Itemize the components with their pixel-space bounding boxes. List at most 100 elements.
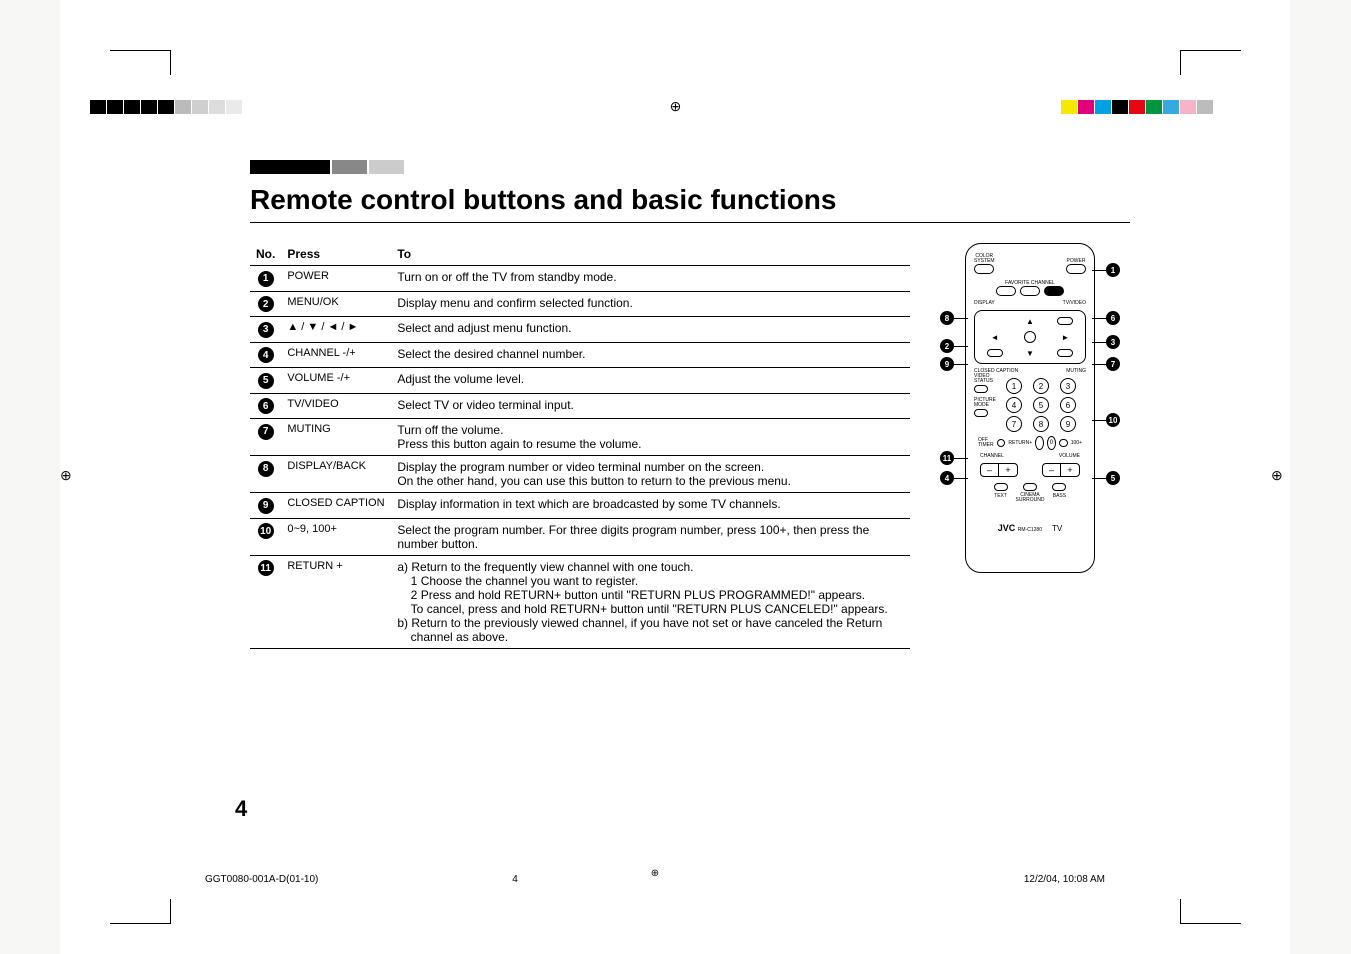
footer: GGT0080-001A-D(01-10) 4 ⊕ 12/2/04, 10:08… bbox=[205, 870, 1105, 885]
keypad-2: 2 bbox=[1033, 378, 1049, 394]
label-channel: CHANNEL bbox=[980, 453, 1004, 459]
table-row: 100~9, 100+Select the program number. Fo… bbox=[250, 518, 910, 555]
label-bass: BASS bbox=[1052, 493, 1066, 499]
to-cell: Turn on or off the TV from standby mode. bbox=[391, 266, 910, 292]
to-cell: Display information in text which are br… bbox=[391, 493, 910, 519]
rocker-channel: –+ bbox=[980, 463, 1018, 477]
callout-2: 2 bbox=[940, 339, 968, 353]
label-muting: MUTING bbox=[1066, 368, 1086, 374]
to-cell: Display menu and confirm selected functi… bbox=[391, 291, 910, 317]
keypad-1: 1 bbox=[1006, 378, 1022, 394]
keypad-7: 7 bbox=[1006, 416, 1022, 432]
keypad-3: 3 bbox=[1060, 378, 1076, 394]
dpad-up: ▲ bbox=[1012, 313, 1047, 329]
press-cell: TV/VIDEO bbox=[281, 393, 391, 419]
row-number: 11 bbox=[258, 560, 274, 576]
callout-8: 8 bbox=[940, 311, 968, 325]
registration-side-left: ⊕ bbox=[60, 467, 80, 487]
callout-7: 7 bbox=[1092, 357, 1120, 371]
press-cell: CHANNEL -/+ bbox=[281, 342, 391, 368]
row-number: 3 bbox=[258, 322, 274, 338]
dpad-left: ◄ bbox=[977, 329, 1012, 345]
btn-picture-mode bbox=[974, 409, 988, 417]
label-color-system: COLOR SYSTEM bbox=[974, 254, 995, 264]
btn-fav-a bbox=[996, 286, 1016, 296]
label-tvvideo: TV/VIDEO bbox=[1063, 300, 1086, 306]
col-no: No. bbox=[250, 243, 281, 266]
rocker-volume: –+ bbox=[1042, 463, 1080, 477]
press-cell: ▲ / ▼ / ◄ / ► bbox=[281, 317, 391, 343]
crop-mark bbox=[170, 899, 171, 924]
to-cell: a) Return to the frequently view channel… bbox=[391, 555, 910, 648]
row-number: 4 bbox=[258, 347, 274, 363]
btn-cinema bbox=[1023, 483, 1037, 491]
row-number: 7 bbox=[258, 424, 274, 440]
btn-video-status bbox=[974, 385, 988, 393]
dpad-right: ► bbox=[1048, 329, 1083, 345]
to-cell: Turn off the volume. Press this button a… bbox=[391, 419, 910, 456]
table-row: 5VOLUME -/+Adjust the volume level. bbox=[250, 368, 910, 394]
row-number: 6 bbox=[258, 398, 274, 414]
label-video-status: VIDEO STATUS bbox=[974, 374, 996, 384]
btn-text bbox=[994, 483, 1008, 491]
functions-table: No. Press To 1POWERTurn on or off the TV… bbox=[250, 243, 910, 649]
crop-mark bbox=[1181, 923, 1241, 924]
btn-return bbox=[1035, 436, 1044, 450]
callout-1: 1 bbox=[1092, 263, 1120, 277]
keypad-6: 6 bbox=[1060, 397, 1076, 413]
row-number: 10 bbox=[258, 523, 274, 539]
callout-3: 3 bbox=[1092, 335, 1120, 349]
btn-off-timer bbox=[997, 439, 1006, 447]
table-row: 4CHANNEL -/+Select the desired channel n… bbox=[250, 342, 910, 368]
btn-fav-b bbox=[1020, 286, 1040, 296]
label-cinema: CINEMA SURROUND bbox=[1016, 493, 1045, 503]
footer-right: 12/2/04, 10:08 AM bbox=[712, 874, 1105, 885]
dpad: ▲ ◄ ► ▼ bbox=[974, 310, 1086, 364]
press-cell: VOLUME -/+ bbox=[281, 368, 391, 394]
table-row: 3▲ / ▼ / ◄ / ►Select and adjust menu fun… bbox=[250, 317, 910, 343]
row-number: 2 bbox=[258, 296, 274, 312]
content-area: Remote control buttons and basic functio… bbox=[250, 160, 1130, 649]
row-number: 8 bbox=[258, 461, 274, 477]
to-cell: Select TV or video terminal input. bbox=[391, 393, 910, 419]
btn-power bbox=[1066, 264, 1086, 274]
label-off-timer: OFF TIMER bbox=[978, 438, 994, 448]
dpad-down: ▼ bbox=[1012, 345, 1047, 361]
label-display: DISPLAY bbox=[974, 300, 995, 306]
btn-bass bbox=[1052, 483, 1066, 491]
to-cell: Select the program number. For three dig… bbox=[391, 518, 910, 555]
page-number: 4 bbox=[235, 796, 247, 822]
keypad-5: 5 bbox=[1033, 397, 1049, 413]
callout-6: 6 bbox=[1092, 311, 1120, 325]
btn-tvvideo bbox=[1057, 317, 1073, 325]
title-rule bbox=[250, 222, 1130, 223]
btn-ok bbox=[1024, 331, 1036, 343]
press-cell: MENU/OK bbox=[281, 291, 391, 317]
press-cell: MUTING bbox=[281, 419, 391, 456]
page-title: Remote control buttons and basic functio… bbox=[250, 184, 1130, 216]
btn-fav-c bbox=[1044, 286, 1064, 296]
callout-5: 5 bbox=[1092, 471, 1120, 485]
keypad-4: 4 bbox=[1006, 397, 1022, 413]
col-to: To bbox=[391, 243, 910, 266]
crop-mark bbox=[1180, 899, 1181, 924]
btn-muting bbox=[1057, 349, 1073, 357]
crop-mark bbox=[170, 50, 171, 75]
registration-left bbox=[90, 100, 290, 120]
press-cell: CLOSED CAPTION bbox=[281, 493, 391, 519]
tv-text: TV bbox=[1052, 524, 1062, 533]
btn-cc bbox=[987, 349, 1003, 357]
table-row: 11RETURN +a) Return to the frequently vi… bbox=[250, 555, 910, 648]
model-text: RM-C1280 bbox=[1018, 527, 1042, 533]
section-tab-strip bbox=[250, 160, 1130, 174]
label-picture-mode: PICTURE MODE bbox=[974, 398, 996, 408]
remote-illustration: COLOR SYSTEM POWER FAVORITE CHANNEL bbox=[940, 243, 1120, 649]
press-cell: POWER bbox=[281, 266, 391, 292]
keypad-8: 8 bbox=[1033, 416, 1049, 432]
crop-mark bbox=[1180, 50, 1181, 75]
remote-brand: JVC RM-C1280 TV bbox=[974, 523, 1086, 533]
col-press: Press bbox=[281, 243, 391, 266]
btn-color-system bbox=[974, 264, 994, 274]
table-row: 7 MUTINGTurn off the volume. Press this b… bbox=[250, 419, 910, 456]
table-row: 9CLOSED CAPTIONDisplay information in te… bbox=[250, 493, 910, 519]
